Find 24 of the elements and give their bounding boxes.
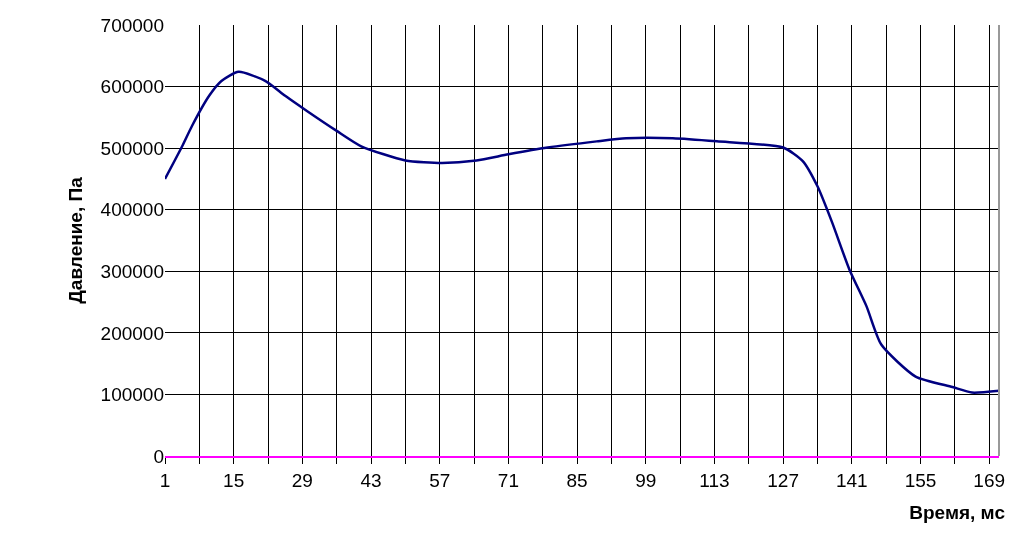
x-tick-label: 85 — [566, 469, 588, 491]
line-series — [165, 70, 999, 394]
x-tick-label: 15 — [223, 469, 245, 491]
y-tick-label: 500000 — [100, 137, 164, 159]
x-axis-title: Время, мс — [909, 501, 1006, 523]
x-tick-label: 113 — [699, 469, 730, 491]
y-tick-label: 300000 — [100, 260, 164, 282]
x-tick-label: 169 — [973, 469, 1006, 491]
x-tick-label: 29 — [291, 469, 313, 491]
x-tick-label: 155 — [904, 469, 937, 491]
y-tick-label: 200000 — [100, 322, 164, 344]
x-tick-label: 71 — [497, 469, 519, 491]
y-tick-label: 600000 — [100, 76, 164, 98]
x-tick-label: 43 — [360, 469, 382, 491]
y-tick-label: 100000 — [100, 384, 164, 406]
x-tick-label: 57 — [429, 469, 451, 491]
x-tick-label: 99 — [635, 469, 657, 491]
y-tick-label: 700000 — [100, 14, 164, 36]
x-tick-label: 141 — [835, 469, 868, 491]
x-tick-label: 127 — [767, 469, 799, 491]
x-tick-label: 1 — [159, 469, 171, 491]
y-tick-label: 400000 — [100, 199, 164, 221]
y-axis-title: Давление, Па — [65, 176, 87, 304]
y-tick-label: 0 — [153, 445, 164, 467]
